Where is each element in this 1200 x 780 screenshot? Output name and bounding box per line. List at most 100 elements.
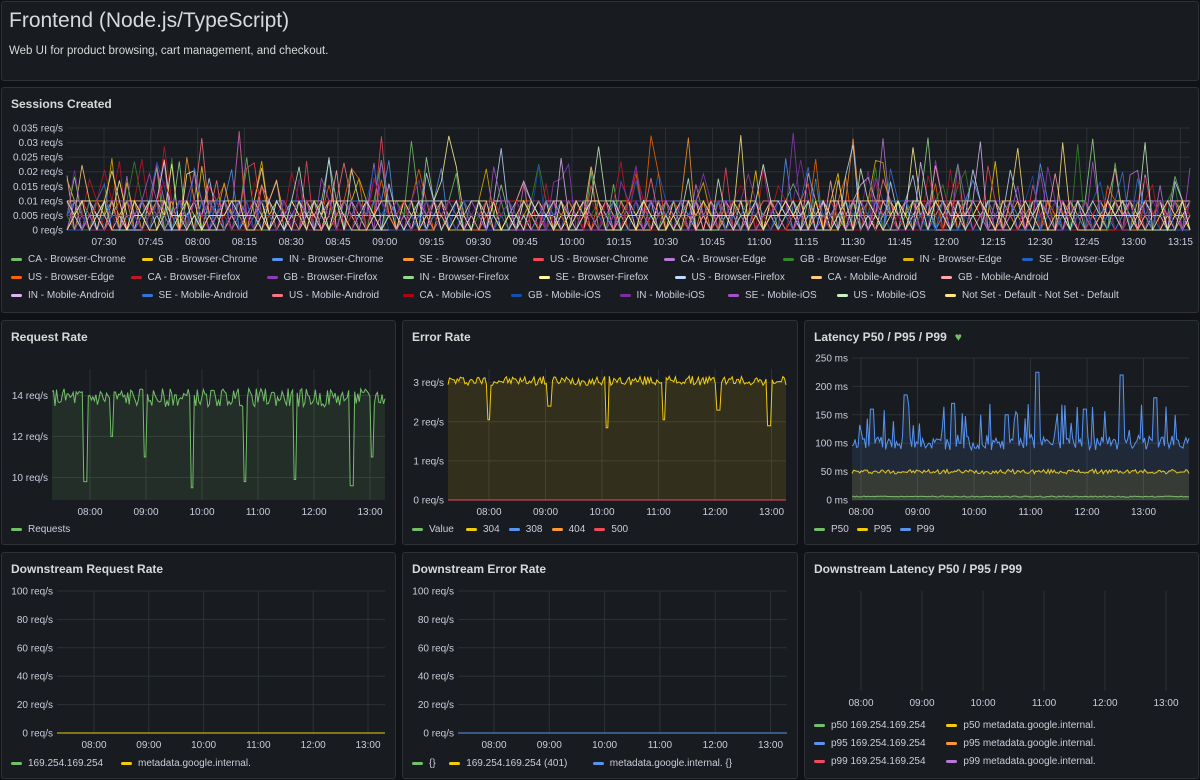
legend-item[interactable]: US - Browser-Edge (11, 272, 114, 283)
legend-item[interactable]: GB - Browser-Chrome (141, 254, 257, 265)
legend-item[interactable]: US - Browser-Firefox (674, 272, 785, 283)
legend-swatch (533, 258, 544, 261)
legend-label: 169.254.169.254 (401) (466, 758, 568, 769)
legend-item[interactable]: GB - Mobile-Android (941, 272, 1049, 283)
panel-downstream-request-rate[interactable]: Downstream Request Rate 100 req/s 80 req/… (1, 552, 396, 779)
panel-downstream-latency[interactable]: Downstream Latency P50 / P95 / P99 08:00… (804, 552, 1199, 779)
panel-error-rate[interactable]: Error Rate 3 req/s 2 req/s 1 req/s 0 req/s 0… (402, 320, 798, 545)
legend-label: SE - Browser-Chrome (419, 254, 518, 265)
legend-item[interactable]: 169.254.169.254 (11, 758, 103, 769)
legend-item[interactable]: CA - Mobile-Android (810, 272, 917, 283)
panel-latency[interactable]: Latency P50 / P95 / P99 ♥ 250 ms 200 ms 150… (804, 320, 1199, 545)
legend-item[interactable]: p50 169.254.169.254 (814, 720, 926, 731)
panel-sessions-created[interactable]: Sessions Created 0.035 req/s 0.03 req/s 0.… (1, 87, 1199, 313)
error-rate-chart[interactable]: 3 req/s 2 req/s 1 req/s 0 req/s 08:00 09:00 10… (403, 321, 798, 516)
legend-item[interactable]: SE - Mobile-iOS (728, 290, 817, 301)
legend-item[interactable]: GB - Mobile-iOS (511, 290, 601, 301)
legend-item[interactable]: IN - Mobile-iOS (619, 290, 705, 301)
legend-item[interactable]: Value (412, 524, 454, 535)
legend-item[interactable]: p99 169.254.169.254 (814, 756, 926, 767)
legend-label: SE - Browser-Firefox (555, 272, 649, 283)
y-tick-label: 0.035 req/s (13, 124, 63, 135)
x-tick-label: 11:15 (794, 237, 819, 248)
legend-item[interactable]: IN - Browser-Firefox (402, 272, 509, 283)
downstream-latency-legend: p50 169.254.169.254 p50 metadata.google.i… (805, 716, 1198, 776)
legend-item[interactable]: P95 (856, 524, 892, 535)
legend-swatch (511, 294, 522, 297)
series-line-Requests[interactable] (51, 386, 386, 489)
x-tick-label: 13:00 (355, 740, 380, 751)
downstream-latency-chart[interactable]: 08:00 09:00 10:00 11:00 12:00 13:00 (805, 553, 1199, 718)
legend-item[interactable]: SE - Mobile-Android (141, 290, 248, 301)
request-rate-chart[interactable]: 14 req/s 12 req/s 10 req/s 08:00 09:00 10:00 1… (2, 321, 396, 516)
downstream-request-chart[interactable]: 100 req/s 80 req/s 60 req/s 40 req/s 20 req/… (2, 553, 396, 753)
legend-item[interactable]: {} (412, 758, 436, 769)
x-tick-label: 07:45 (138, 237, 163, 248)
panel-request-rate[interactable]: Request Rate 14 req/s 12 req/s 10 req/s 08:… (1, 320, 396, 545)
x-tick-label: 13:00 (1121, 237, 1146, 248)
legend-item[interactable]: US - Mobile-Android (272, 290, 379, 301)
series-line-CA - Browser-Firefox[interactable] (67, 146, 1191, 232)
legend-swatch (728, 294, 739, 297)
sessions-chart[interactable]: 0.035 req/s 0.03 req/s 0.025 req/s 0.02 req… (2, 88, 1199, 249)
panel-title-text: Latency P50 / P95 / P99 (814, 330, 947, 344)
legend-item[interactable]: 500 (594, 524, 628, 535)
x-tick-label: 09:00 (372, 237, 397, 248)
legend-item[interactable]: p95 metadata.google.internal. (946, 738, 1096, 749)
legend-item[interactable]: CA - Browser-Edge (663, 254, 766, 265)
legend-item[interactable]: metadata.google.internal. (121, 758, 251, 769)
panel-title: Sessions Created (11, 97, 112, 111)
y-tick-label: 250 ms (815, 354, 848, 365)
y-tick-label: 2 req/s (413, 417, 444, 428)
x-tick-label: 08:00 (848, 507, 873, 516)
x-tick-label: 09:00 (537, 740, 562, 751)
legend-item[interactable]: 404 (551, 524, 585, 535)
legend-item[interactable]: P50 (814, 524, 849, 535)
x-tick-label: 10:00 (189, 507, 214, 516)
panel-downstream-error-rate[interactable]: Downstream Error Rate 100 req/s 80 req/s 6… (402, 552, 798, 779)
legend-item[interactable]: IN - Mobile-Android (11, 290, 114, 301)
legend-swatch (508, 528, 520, 531)
legend-item[interactable]: 169.254.169.254 (401) (449, 758, 567, 769)
legend-item[interactable]: Not Set - Default - Not Set - Default (945, 290, 1119, 301)
legend-item[interactable]: p50 metadata.google.internal. (946, 720, 1096, 731)
legend-item[interactable]: 308 (508, 524, 542, 535)
legend-item[interactable]: p99 metadata.google.internal. (946, 756, 1096, 767)
series-line-Not Set - Default - Not Set - Default[interactable] (66, 135, 1191, 232)
legend-item[interactable]: SE - Browser-Firefox (538, 272, 649, 283)
legend-item[interactable]: CA - Browser-Firefox (130, 272, 240, 283)
legend-item[interactable]: IN - Browser-Chrome (272, 254, 383, 265)
x-tick-label: 09:45 (513, 237, 538, 248)
legend-swatch (1022, 258, 1033, 261)
series-area (448, 376, 786, 500)
legend-item[interactable]: CA - Browser-Chrome (11, 254, 126, 265)
legend-item[interactable]: 304 (466, 524, 500, 535)
legend-item[interactable]: P99 (899, 524, 934, 535)
legend-label: GB - Mobile-iOS (528, 290, 601, 301)
downstream-error-chart[interactable]: 100 req/s 80 req/s 60 req/s 40 req/s 20 req/… (403, 553, 798, 753)
heart-icon[interactable]: ♥ (954, 330, 962, 344)
legend-item[interactable]: SE - Browser-Chrome (402, 254, 518, 265)
legend-item[interactable]: Requests (11, 524, 70, 535)
legend-label: IN - Mobile-Android (28, 290, 115, 301)
legend-item[interactable]: CA - Mobile-iOS (402, 290, 491, 301)
legend-item[interactable]: GB - Browser-Firefox (266, 272, 377, 283)
latency-legend: P50 P95 P99 (805, 520, 1198, 540)
legend-item[interactable]: metadata.google.internal. {} (592, 758, 732, 769)
legend-item[interactable]: p95 169.254.169.254 (814, 738, 926, 749)
series-line-304[interactable] (447, 374, 787, 429)
legend-item[interactable]: US - Mobile-iOS (836, 290, 926, 301)
y-tick-label: 3 req/s (413, 378, 444, 389)
legend-item[interactable]: SE - Browser-Edge (1022, 254, 1125, 265)
series-line-P99[interactable] (851, 371, 1190, 452)
x-tick-label: 13:00 (759, 507, 784, 516)
legend-item[interactable]: IN - Browser-Edge (902, 254, 1002, 265)
x-tick-label: 09:00 (909, 698, 934, 709)
x-tick-label: 08:00 (481, 740, 506, 751)
legend-item[interactable]: US - Browser-Chrome (533, 254, 648, 265)
legend-item[interactable]: GB - Browser-Edge (783, 254, 887, 265)
series-line-P95[interactable] (851, 468, 1190, 475)
y-tick-label: 0 req/s (22, 729, 53, 740)
series-line-P50[interactable] (852, 495, 1190, 498)
